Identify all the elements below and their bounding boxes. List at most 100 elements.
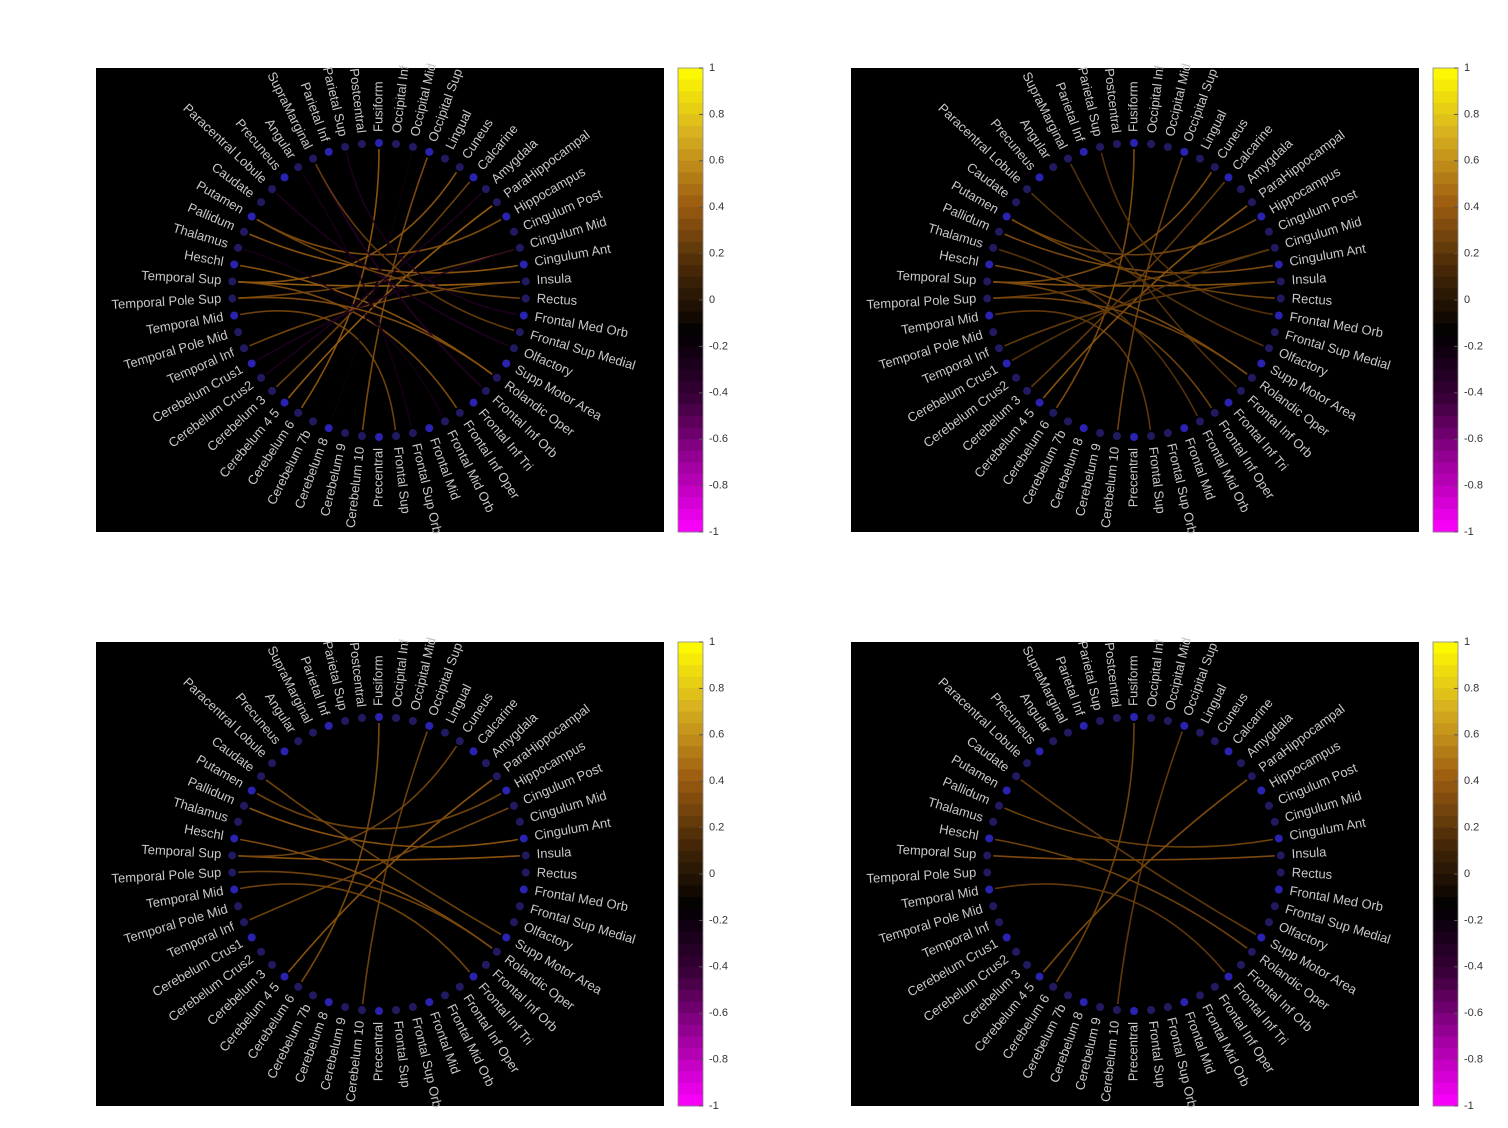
node	[995, 227, 1004, 236]
node	[230, 885, 239, 894]
node-label: Temporal Sup	[141, 268, 222, 288]
colorbar-cell	[678, 781, 703, 794]
connection	[1004, 281, 1275, 347]
colorbar-cell	[1433, 416, 1458, 429]
colorbar-cell	[678, 172, 703, 185]
node	[502, 359, 511, 368]
node	[375, 139, 383, 147]
node-label: Postcentral	[1102, 641, 1124, 707]
node	[509, 344, 518, 353]
node	[408, 429, 417, 438]
connection	[361, 157, 428, 431]
node	[1064, 154, 1073, 163]
colorbar-tick-label: 0.8	[1464, 682, 1479, 694]
colorbar-cell	[678, 230, 703, 243]
node	[268, 386, 277, 395]
colorbar-cell	[678, 323, 703, 336]
node	[1064, 991, 1073, 1000]
colorbar-tick-label: 0.6	[1464, 729, 1479, 741]
node-label: Heschl	[938, 821, 980, 843]
colorbar-cell	[1433, 932, 1458, 945]
node	[1274, 885, 1283, 894]
node	[280, 398, 289, 407]
node	[1236, 759, 1245, 768]
colorbar-cell	[1433, 874, 1458, 887]
colorbar-cell	[1433, 943, 1458, 956]
colorbar-cell	[678, 1059, 703, 1072]
node-label: Insula	[1291, 270, 1327, 287]
colorbar-tick-label: 0.2	[1464, 248, 1479, 260]
colorbar-cell	[1433, 1048, 1458, 1061]
colorbar-cell	[1433, 253, 1458, 266]
colorbar-cell	[1433, 207, 1458, 220]
node	[1079, 721, 1088, 730]
node	[985, 834, 994, 843]
colorbar-cell	[1433, 1001, 1458, 1014]
colorbar-cell	[1433, 676, 1458, 689]
node	[1079, 998, 1088, 1007]
colorbar-cell	[678, 804, 703, 817]
colorbar-cell	[678, 311, 703, 324]
node	[1195, 991, 1204, 1000]
node-label: Precentral	[1125, 448, 1140, 507]
node	[1224, 972, 1233, 981]
colorbar-tick-label: -0.4	[709, 961, 728, 973]
node	[1163, 716, 1172, 725]
colorbar-cell	[678, 723, 703, 736]
colorbar-cell	[678, 978, 703, 991]
colorbar-cell	[678, 874, 703, 887]
node	[502, 786, 511, 795]
colorbar-cell	[678, 334, 703, 347]
node	[995, 918, 1004, 927]
node	[1112, 1006, 1121, 1015]
connection	[1020, 779, 1257, 936]
node	[1002, 212, 1011, 221]
node	[240, 918, 249, 927]
node	[1236, 386, 1245, 395]
colorbar-cell	[1433, 427, 1458, 440]
node	[469, 972, 478, 981]
node	[268, 185, 277, 194]
colorbar-cell	[678, 369, 703, 382]
node	[234, 902, 243, 911]
node	[1264, 227, 1273, 236]
colorbar-cell	[1433, 346, 1458, 359]
colorbar-cell	[678, 920, 703, 933]
colorbar-cell	[678, 265, 703, 278]
node	[1276, 868, 1285, 877]
colorbar-tick-label: 0	[1464, 294, 1470, 306]
node	[240, 801, 249, 810]
node	[392, 432, 401, 441]
colorbar-cell	[678, 195, 703, 208]
colorbar-cell	[1433, 149, 1458, 162]
colorbar-cell	[1433, 276, 1458, 289]
node-label: Postcentral	[347, 641, 369, 707]
colorbar-tick-label: -0.2	[1464, 914, 1483, 926]
colorbar-cell	[678, 862, 703, 875]
node	[1264, 801, 1273, 810]
node-label: Postcentral	[1102, 67, 1124, 133]
node	[357, 1006, 366, 1015]
colorbar-cell	[678, 137, 703, 150]
node	[1236, 960, 1245, 969]
node	[1264, 918, 1273, 927]
colorbar-tick-label: 0.8	[1464, 108, 1479, 120]
colorbar-tick-label: 1	[709, 636, 715, 648]
colorbar-cell	[678, 520, 703, 533]
node	[294, 737, 303, 746]
node	[1064, 728, 1073, 737]
colorbar-cell	[678, 288, 703, 301]
node	[1012, 198, 1021, 207]
node	[985, 311, 994, 320]
colorbar-cell	[1433, 1024, 1458, 1037]
colorbar-cell	[1433, 885, 1458, 898]
node-label: Insula	[1291, 844, 1327, 861]
colorbar-tick-label: -0.8	[709, 480, 728, 492]
colorbar-cell	[1433, 1071, 1458, 1084]
node	[1096, 429, 1105, 438]
node-label: Temporal Pole Sup	[866, 865, 977, 886]
colorbar-cell	[1433, 137, 1458, 150]
connection	[1004, 807, 1273, 848]
colorbar-cell	[1433, 450, 1458, 463]
